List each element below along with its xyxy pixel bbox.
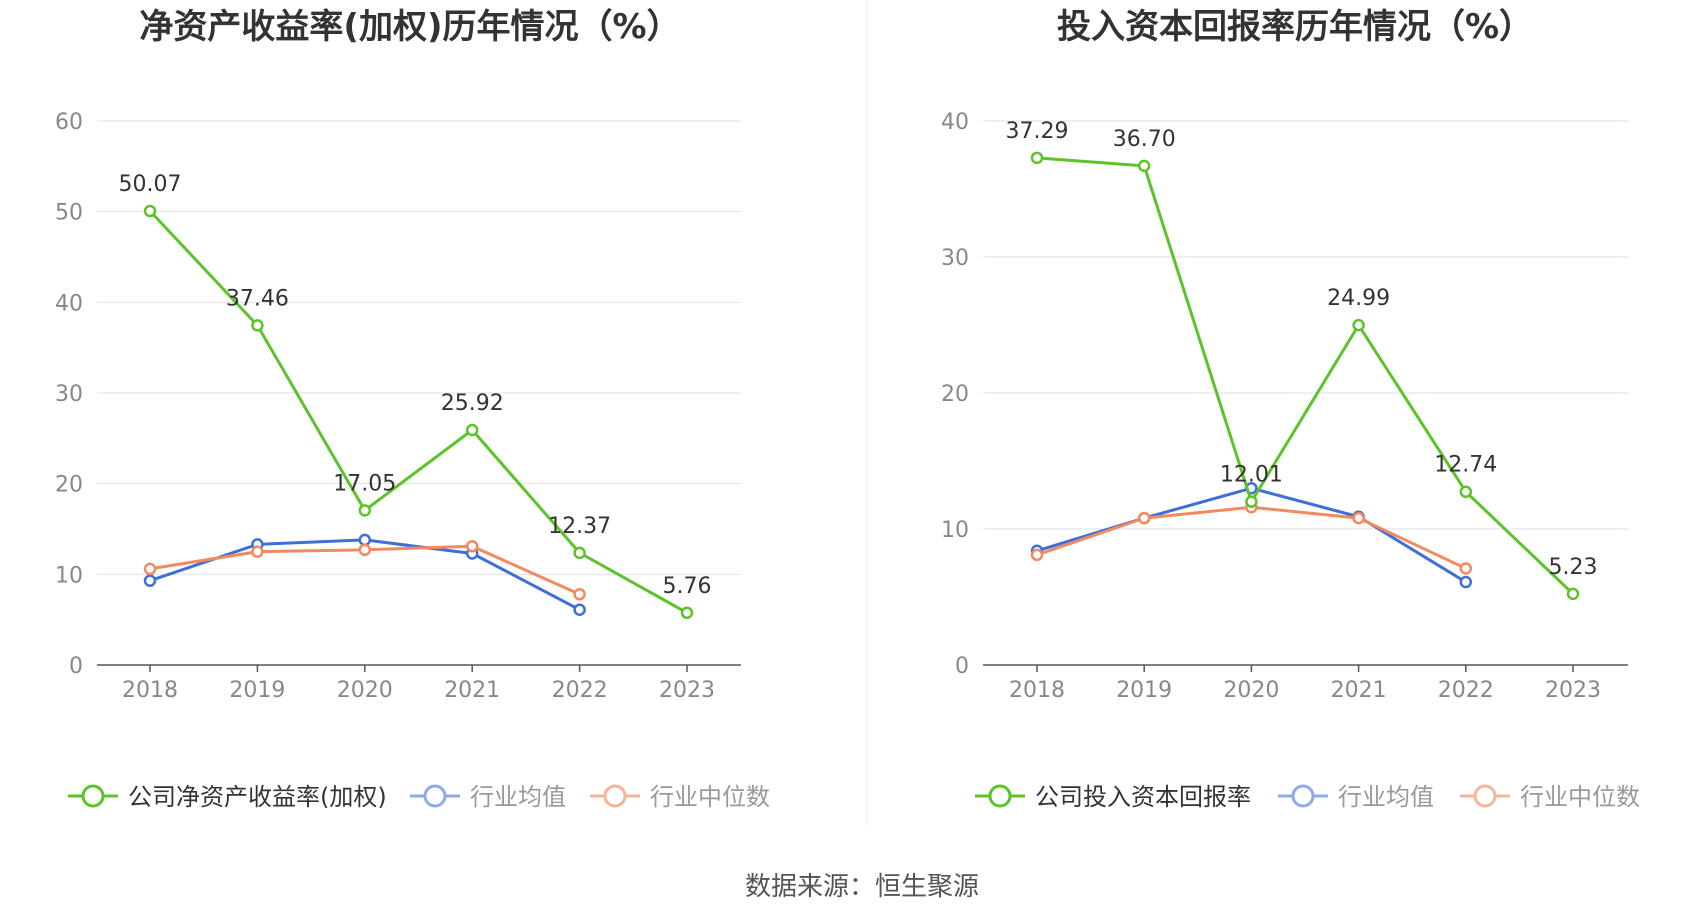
legend-marker xyxy=(603,784,627,808)
y-tick-label: 40 xyxy=(941,110,969,135)
data-label: 37.29 xyxy=(1006,119,1069,144)
data-point-company xyxy=(1137,159,1151,173)
x-tick-label: 2021 xyxy=(1331,678,1387,703)
legend-marker xyxy=(988,784,1012,808)
data-label: 37.46 xyxy=(226,286,289,311)
data-point-median xyxy=(1352,511,1365,525)
x-tick-label: 2022 xyxy=(552,678,608,703)
legend-label: 行业中位数 xyxy=(650,783,770,811)
legend-label: 行业均值 xyxy=(1338,783,1434,811)
legend-marker xyxy=(1473,784,1497,808)
data-point-median xyxy=(143,562,157,576)
data-point-median xyxy=(358,543,372,557)
data-point-median xyxy=(1137,511,1151,525)
data-point-company xyxy=(680,606,694,620)
y-tick-label: 40 xyxy=(55,291,83,316)
series-line-company xyxy=(148,210,688,615)
data-point-company xyxy=(1352,318,1365,332)
legend-label: 行业中位数 xyxy=(1520,783,1640,811)
data-label: 12.01 xyxy=(1220,463,1283,488)
data-point-avg xyxy=(1459,575,1473,589)
chart-title: 投入资本回报率历年情况（%） xyxy=(1057,7,1533,47)
y-tick-label: 50 xyxy=(55,201,83,226)
x-tick-label: 2021 xyxy=(444,678,500,703)
series-line-median xyxy=(1036,505,1467,570)
data-label: 5.23 xyxy=(1549,555,1598,580)
data-point-avg xyxy=(143,574,157,587)
data-point-company xyxy=(573,546,586,560)
legend-item-avg: 行业均值 xyxy=(410,783,566,811)
chart-title: 净资产收益率(加权)历年情况（%） xyxy=(139,7,680,47)
data-label: 5.76 xyxy=(663,574,712,599)
data-label: 24.99 xyxy=(1327,286,1390,311)
data-point-company xyxy=(1245,495,1258,508)
chart-2: 投入资本回报率历年情况（%） 0 10 20 30 40 2018 2019 2020 2021 2… xyxy=(941,7,1640,811)
y-tick-label: 60 xyxy=(55,110,83,135)
x-tick-label: 2023 xyxy=(659,678,715,703)
legend-item-company: 公司净资产收益率(加权) xyxy=(68,783,387,811)
chart-1: 净资产收益率(加权)历年情况（%） 0 10 20 30 40 50 60 2018 2019 20… xyxy=(55,7,770,811)
data-point-median xyxy=(251,545,264,558)
data-label: 17.05 xyxy=(333,471,396,496)
x-tick-label: 2019 xyxy=(229,678,285,703)
x-tick-label: 2018 xyxy=(122,678,178,703)
x-tick-label: 2019 xyxy=(1116,678,1172,703)
y-tick-label: 30 xyxy=(941,246,969,271)
x-tick-label: 2020 xyxy=(337,678,393,703)
legend-item-avg: 行业均值 xyxy=(1278,783,1434,811)
data-point-median xyxy=(1030,548,1044,562)
data-label: 12.37 xyxy=(548,514,611,539)
data-point-avg xyxy=(358,533,372,547)
data-point-median xyxy=(573,588,586,601)
x-tick-label: 2018 xyxy=(1009,678,1065,703)
legend-item-company: 公司投入资本回报率 xyxy=(975,783,1251,811)
x-tick-label: 2022 xyxy=(1438,678,1494,703)
data-point-company xyxy=(1459,485,1473,498)
source-text: 数据来源：恒生聚源 xyxy=(745,872,979,902)
data-point-avg xyxy=(573,603,586,616)
x-tick-label: 2020 xyxy=(1223,678,1279,703)
data-label: 50.07 xyxy=(119,172,182,197)
y-tick-label: 20 xyxy=(55,473,83,498)
data-point-median xyxy=(1459,562,1473,575)
data-label: 36.70 xyxy=(1113,127,1176,152)
y-tick-label: 20 xyxy=(941,382,969,407)
legend-marker xyxy=(81,784,105,808)
y-tick-label: 0 xyxy=(955,654,969,679)
legend-label: 行业均值 xyxy=(470,783,566,811)
legend-marker xyxy=(1291,784,1315,808)
legend-marker xyxy=(423,784,447,808)
data-point-median xyxy=(465,539,479,553)
data-label: 25.92 xyxy=(441,391,504,416)
y-tick-label: 10 xyxy=(941,518,969,543)
legend-label: 公司投入资本回报率 xyxy=(1035,783,1251,811)
legend-label: 公司净资产收益率(加权) xyxy=(128,783,387,811)
y-tick-label: 30 xyxy=(55,382,83,407)
x-tick-label: 2023 xyxy=(1545,678,1601,703)
legend-item-median: 行业中位数 xyxy=(1460,783,1640,811)
legend-item-median: 行业中位数 xyxy=(590,783,770,811)
data-point-company xyxy=(465,423,479,437)
y-tick-label: 0 xyxy=(69,654,83,679)
data-point-company xyxy=(143,204,157,218)
y-tick-label: 10 xyxy=(55,563,83,588)
data-point-company xyxy=(1030,151,1044,165)
data-point-company xyxy=(1566,587,1580,601)
data-label: 12.74 xyxy=(1434,453,1497,478)
data-point-company xyxy=(358,504,372,517)
series-line-company xyxy=(1036,156,1575,595)
data-point-company xyxy=(251,319,264,332)
